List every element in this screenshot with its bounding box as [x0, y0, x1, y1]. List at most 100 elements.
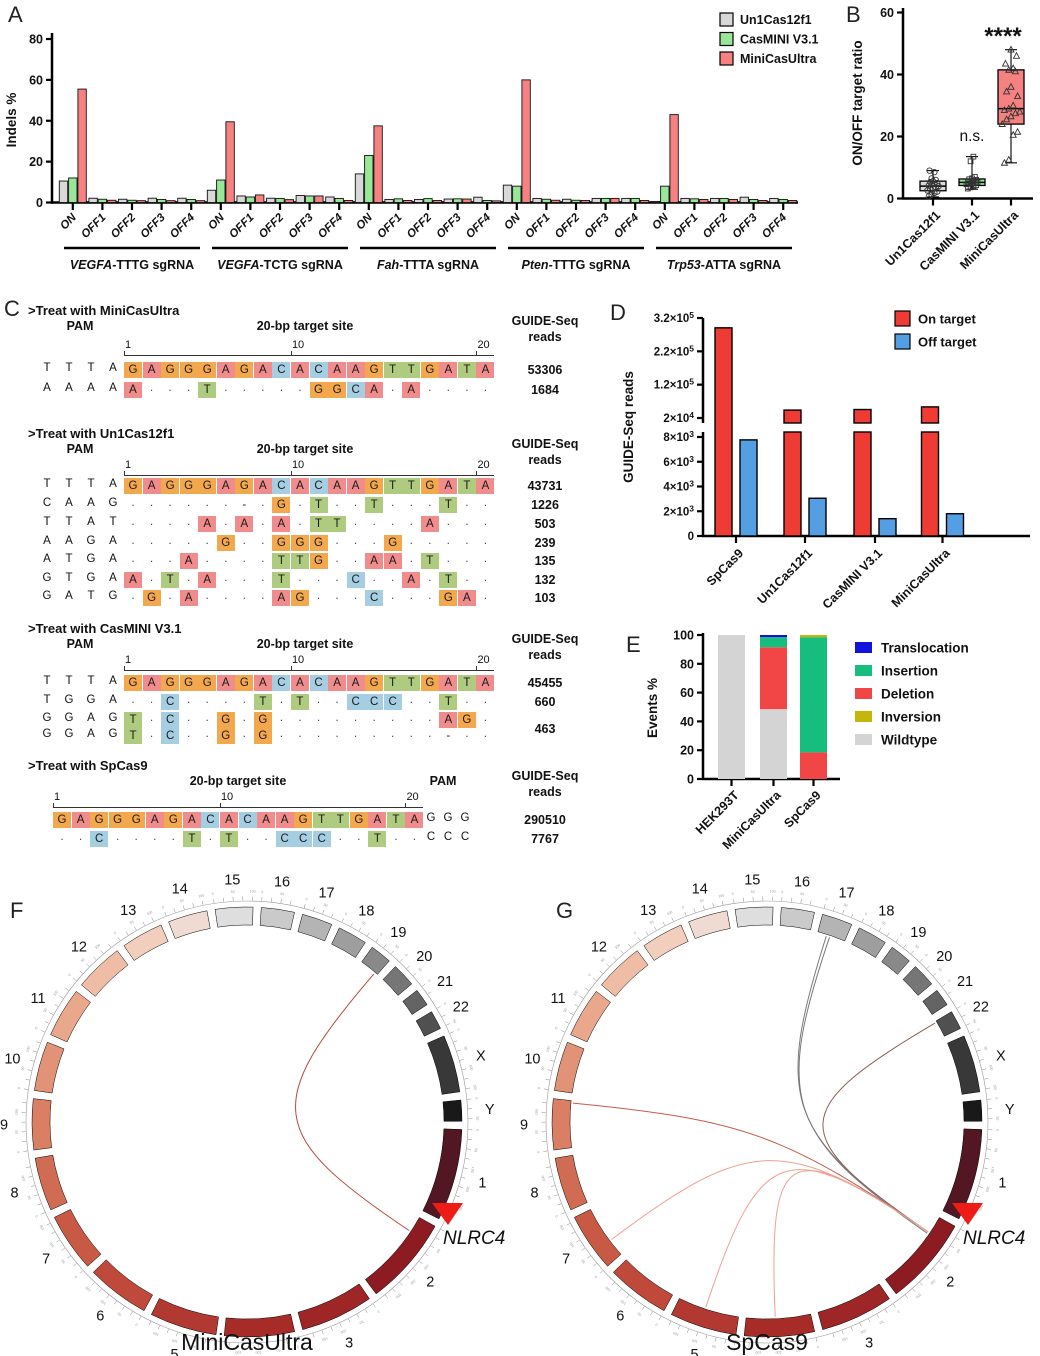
- chromosome-label: 17: [318, 885, 334, 901]
- chromosome-label: 16: [794, 875, 810, 891]
- bar: [610, 197, 620, 203]
- base-match-dot: .: [316, 692, 321, 706]
- target-site-header: 20-bp target site: [256, 319, 354, 333]
- scale-tick: [633, 1300, 637, 1305]
- y-tick-label: 20: [29, 155, 43, 169]
- base-match-dot: .: [409, 551, 413, 565]
- base-match-dot: .: [372, 533, 376, 547]
- scale-tick: [859, 1323, 862, 1327]
- bar: [591, 197, 601, 203]
- base-match-dot: .: [242, 692, 246, 706]
- scale-tick: [54, 1004, 59, 1007]
- base-match-dot: .: [335, 710, 339, 724]
- base-tile: A: [235, 516, 254, 532]
- legend-swatch: [894, 333, 911, 350]
- scale-tick-label: 50: [540, 1066, 545, 1071]
- base-match-dot: .: [261, 514, 265, 528]
- base-match-dot: .: [298, 514, 302, 528]
- bar: [166, 200, 176, 203]
- scale-tick-label: 0: [135, 1322, 139, 1326]
- scale-tick: [579, 995, 584, 999]
- scale-tick-label: 100: [718, 894, 725, 899]
- chromosome-arc: [415, 1011, 441, 1037]
- scale-tick-label: 0: [475, 1129, 479, 1131]
- panel-label-c: C: [4, 296, 20, 321]
- bar: [482, 200, 492, 203]
- position-marker: 10: [291, 339, 305, 351]
- scale-tick: [331, 913, 334, 918]
- legend-label: Inversion: [881, 710, 941, 725]
- position-marker: 10: [291, 459, 305, 471]
- scale-tick: [464, 1078, 469, 1080]
- base-match-dot: .: [261, 588, 265, 602]
- scale-tick: [693, 908, 696, 913]
- scale-tick: [348, 1318, 351, 1323]
- panel-label-d: D: [610, 300, 626, 325]
- panel-d-legend: On target Off target: [894, 310, 977, 350]
- scale-tick: [456, 1049, 461, 1052]
- scale-tick: [67, 1255, 71, 1259]
- base-tile: A: [476, 675, 495, 691]
- scale-tick-label: 100: [146, 910, 153, 916]
- scale-tick: [734, 1341, 736, 1346]
- stack-segment: [800, 752, 827, 779]
- chromosome-arc: [734, 906, 774, 928]
- base-match-dot: .: [149, 726, 154, 740]
- scale-tick-label: 50: [80, 957, 86, 963]
- scale-tick: [23, 1150, 28, 1152]
- base-tile: T: [290, 694, 309, 710]
- base-tile: T: [439, 497, 458, 513]
- scale-tick-label: 0: [924, 953, 928, 957]
- scale-tick-label: 0: [681, 905, 684, 909]
- chromosome-arc: [922, 989, 948, 1015]
- pam-letter: G: [86, 694, 96, 706]
- base-tile: T: [161, 572, 180, 588]
- base-tile: G: [365, 675, 384, 691]
- base-match-dot: .: [149, 710, 154, 724]
- scale-tick: [134, 926, 137, 931]
- base-tile: T: [402, 362, 421, 378]
- scale-tick: [37, 1203, 42, 1206]
- base-match-dot: .: [261, 380, 265, 394]
- scale-tick-label: 0: [536, 1151, 540, 1154]
- scale-tick-label: 0: [864, 912, 868, 916]
- scale-tick: [712, 903, 714, 908]
- scale-tick: [321, 1330, 324, 1335]
- chromosome-arc: [612, 1259, 673, 1312]
- scale-tick-label: 100: [620, 1299, 627, 1306]
- y-tick-label: 0: [687, 773, 694, 787]
- scale-tick-label: 50: [280, 892, 285, 897]
- base-match-dot: .: [391, 710, 395, 724]
- condition-label: OFF4: [464, 211, 494, 241]
- scale-tick: [955, 1237, 960, 1240]
- scale-tick: [981, 1177, 986, 1179]
- base-tile: C: [90, 831, 109, 847]
- chromosome-arc: [50, 991, 91, 1043]
- scale-tick-label: 100: [666, 910, 673, 916]
- y-tick-label: 0: [688, 531, 694, 543]
- translocation-link: [773, 1170, 929, 1317]
- scale-tick-label: 100: [614, 943, 621, 950]
- base-tile: A: [439, 675, 458, 691]
- pam-letter: T: [87, 675, 95, 687]
- scale-tick: [919, 1282, 923, 1286]
- base-match-dot: .: [483, 588, 488, 602]
- scale-tick: [815, 1337, 818, 1342]
- bar-off-target: [739, 439, 758, 537]
- scale-tick: [733, 898, 735, 903]
- scale-tick-label: 50: [192, 1344, 197, 1349]
- scale-tick-label: 150: [465, 1186, 471, 1193]
- base-tile: T: [328, 516, 347, 532]
- base-match-dot: .: [428, 570, 432, 584]
- scale-tick-label: 100: [545, 1046, 551, 1053]
- chromosome-arc: [554, 1041, 585, 1094]
- scale-tick: [841, 1330, 844, 1335]
- scale-tick-label: 50: [649, 920, 654, 925]
- chromosome-arc: [962, 1099, 983, 1122]
- base-tile: A: [253, 675, 272, 691]
- guide-seq-reads-value: 45455: [527, 676, 563, 690]
- bar: [334, 197, 344, 203]
- base-match-dot: .: [224, 495, 228, 509]
- pam-letter: T: [65, 478, 73, 490]
